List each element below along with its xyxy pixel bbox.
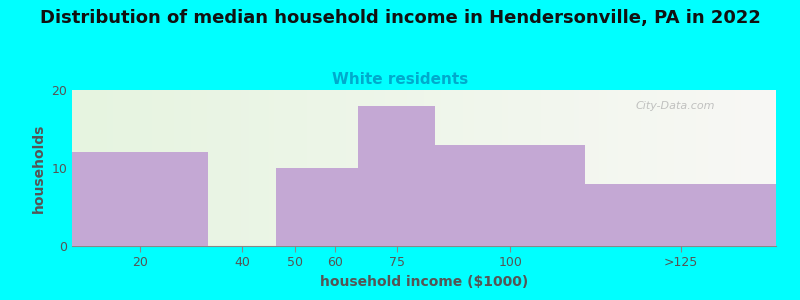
Bar (313, 168, 358, 246)
Text: White residents: White residents (332, 72, 468, 87)
X-axis label: household income ($1000): household income ($1000) (320, 275, 528, 289)
Bar (435, 145, 586, 246)
Y-axis label: households: households (32, 123, 46, 213)
Text: Distribution of median household income in Hendersonville, PA in 2022: Distribution of median household income … (39, 9, 761, 27)
Bar (586, 184, 776, 246)
Bar (358, 106, 435, 246)
Text: City-Data.com: City-Data.com (635, 101, 714, 111)
Bar (72, 152, 208, 246)
Bar (276, 168, 313, 246)
